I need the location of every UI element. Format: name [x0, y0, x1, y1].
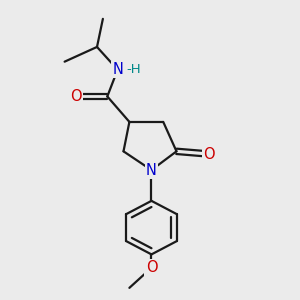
Text: O: O	[70, 89, 82, 104]
Text: O: O	[146, 260, 157, 275]
Text: N: N	[146, 163, 157, 178]
Text: N: N	[112, 62, 123, 77]
Text: -H: -H	[127, 63, 141, 76]
Text: O: O	[203, 146, 215, 161]
